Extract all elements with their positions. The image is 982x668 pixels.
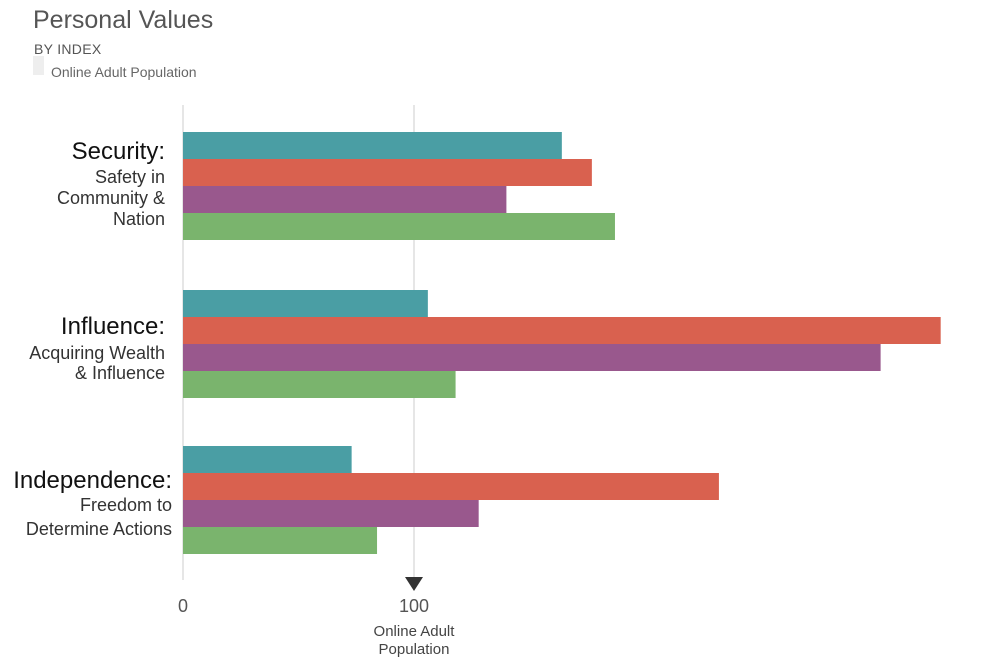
category-heading: Influence: [61, 313, 165, 340]
legend-label: Online Adult Population [51, 64, 197, 80]
bar-category-2-series-1 [183, 290, 428, 317]
bar-category-1-series-4 [183, 213, 615, 240]
legend: Online Adult Population [33, 56, 197, 80]
bars-layer [183, 132, 941, 554]
legend-swatch [33, 56, 44, 75]
category-description-line: Freedom to [80, 495, 172, 515]
chart-subtitle: BY INDEX [34, 41, 102, 57]
chart-title: Personal Values [33, 6, 214, 34]
category-description-line: Safety in [95, 167, 165, 187]
bar-category-1-series-1 [183, 132, 562, 159]
reference-label: Online Adult [374, 623, 456, 640]
bar-category-1-series-3 [183, 186, 507, 213]
category-description-line: Nation [113, 209, 165, 229]
category-description-line: Acquiring Wealth [29, 343, 165, 363]
category-description-line: Determine Actions [26, 519, 172, 539]
bar-category-2-series-3 [183, 344, 881, 371]
x-tick-label: 100 [399, 596, 429, 616]
bar-category-3-series-1 [183, 446, 352, 473]
bar-category-1-series-2 [183, 159, 592, 186]
bar-category-2-series-2 [183, 317, 941, 344]
bar-category-3-series-2 [183, 473, 719, 500]
category-heading: Independence: [13, 467, 172, 494]
category-description-line: & Influence [75, 363, 165, 383]
bar-category-3-series-4 [183, 527, 378, 554]
reference-marker-icon [405, 577, 423, 591]
x-tick-label: 0 [178, 596, 188, 616]
category-description-line: Community & [57, 188, 165, 208]
bar-category-2-series-4 [183, 371, 456, 398]
reference-label: Population [379, 641, 450, 658]
category-heading: Security: [72, 138, 165, 165]
bar-category-3-series-3 [183, 500, 479, 527]
